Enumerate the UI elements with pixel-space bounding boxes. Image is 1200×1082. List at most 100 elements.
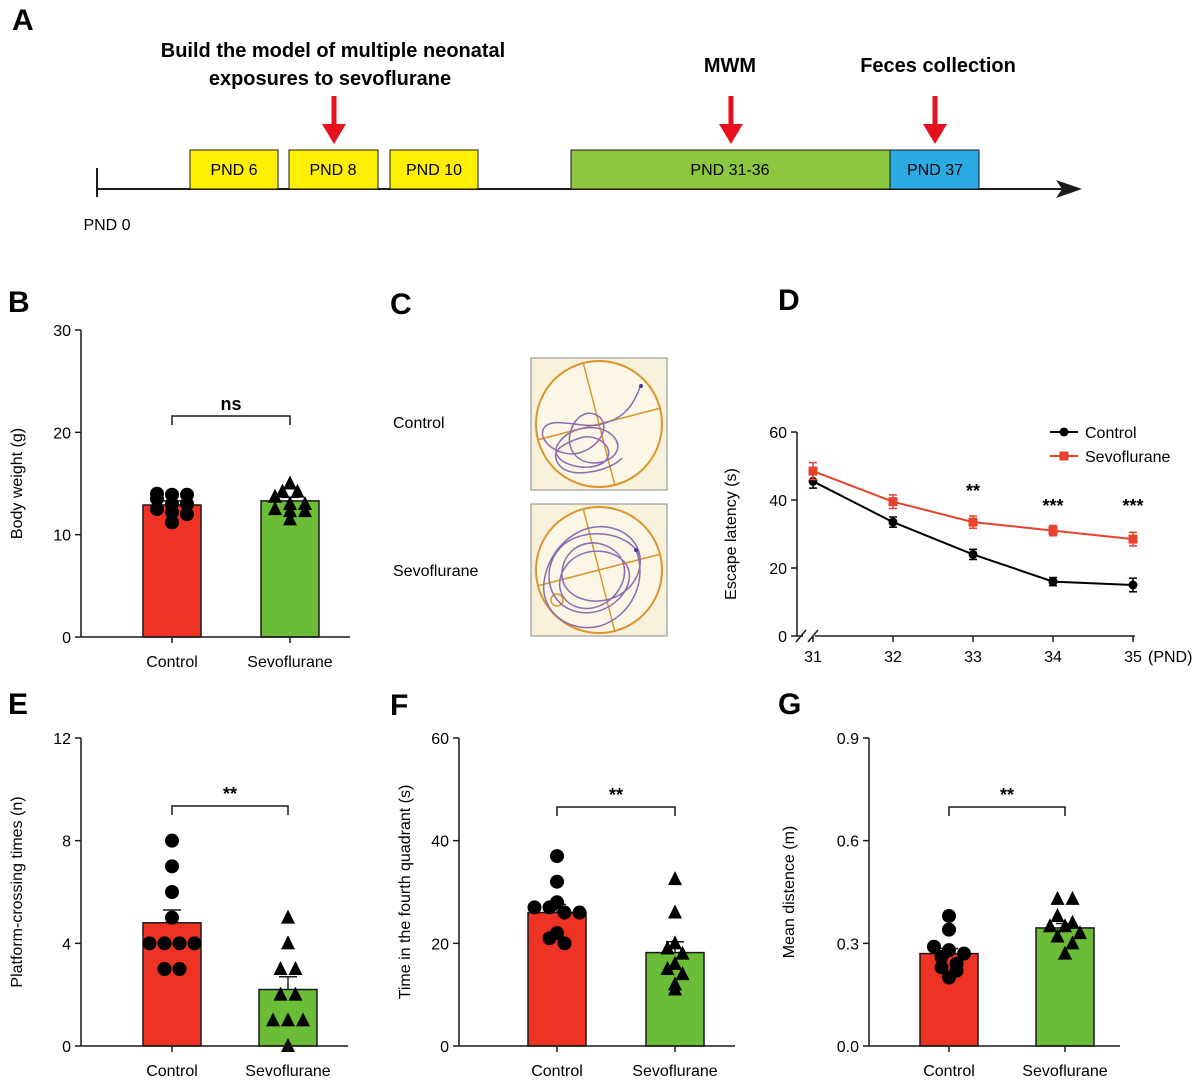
y-tick-label: 12 <box>53 731 71 748</box>
x-tick-label: 31 <box>804 649 822 666</box>
y-tick-label: 20 <box>53 425 71 442</box>
data-point <box>275 483 290 498</box>
data-point <box>172 962 187 976</box>
x-tick-label: 34 <box>1044 649 1062 666</box>
panel-label-c: C <box>390 288 412 321</box>
y-tick-label: 0 <box>778 629 787 646</box>
data-point <box>283 503 297 518</box>
data-point <box>675 945 690 960</box>
y-tick-label: 4 <box>62 936 71 953</box>
data-point <box>165 885 179 899</box>
row-label-sevoflurane: Sevoflurane <box>393 563 478 580</box>
y-tick-label: 0.6 <box>837 834 859 851</box>
data-point <box>298 495 312 510</box>
box-pnd8 <box>288 149 379 190</box>
data-point <box>157 962 172 976</box>
significance-label: ** <box>1000 785 1014 805</box>
data-point <box>281 1012 295 1027</box>
y-axis-label: Escape latency (s) <box>723 468 740 600</box>
box-pnd8-label: PND 8 <box>309 162 356 179</box>
panel-f-chart: 0 20 40 60 Control Sevoflurane Time in the fou… <box>397 731 735 1080</box>
x-tick-label: Control <box>531 1063 583 1080</box>
row-label-control: Control <box>393 415 445 432</box>
x-tick-label: Control <box>146 1063 198 1080</box>
y-tick-label: 30 <box>53 323 71 340</box>
data-point <box>550 874 564 889</box>
data-point <box>572 905 587 920</box>
box-pnd6-label: PND 6 <box>210 162 257 179</box>
panel-label-b: B <box>8 286 30 319</box>
data-point <box>1073 925 1087 940</box>
data-point <box>165 910 179 925</box>
panel-label-e: E <box>8 688 28 721</box>
red-arrow-mwm <box>719 96 743 144</box>
data-point <box>165 859 179 874</box>
panel-a: A Build the model of multiple neonatal e… <box>12 4 1082 234</box>
data-point <box>281 909 295 924</box>
panel-b-chart: 0 10 20 30 Control Sevoflurane Body weight (g)… <box>9 323 350 671</box>
data-point <box>296 1012 310 1027</box>
data-point <box>1058 945 1072 960</box>
data-point <box>660 940 675 955</box>
panel-d-chart: 0 20 40 60 31 32 33 34 35 (PND) Escape latency (s)… <box>723 425 1192 666</box>
data-point <box>668 935 682 950</box>
data-point <box>298 503 312 518</box>
y-tick-label: 0 <box>62 1039 71 1056</box>
panel-label-f: F <box>390 689 408 722</box>
data-point <box>888 517 898 527</box>
y-tick-label: 8 <box>62 834 71 851</box>
data-point <box>1065 914 1080 929</box>
data-point <box>1050 928 1065 943</box>
y-tick-label: 60 <box>769 425 787 442</box>
y-axis-label: Time in the fourth quadrant (s) <box>397 785 414 1000</box>
data-point <box>968 517 978 527</box>
data-point <box>180 507 194 522</box>
data-point <box>542 900 557 915</box>
data-point <box>1050 907 1065 922</box>
x-tick-label: Control <box>923 1063 975 1080</box>
data-point <box>283 495 297 510</box>
data-point <box>1128 534 1138 544</box>
y-tick-label: 0.0 <box>837 1039 859 1056</box>
track-image-control <box>530 357 668 491</box>
significance-label: *** <box>1042 496 1063 516</box>
x-tick-label: 35 <box>1124 649 1142 666</box>
panel-label-a: A <box>12 4 34 37</box>
axis-break-mark <box>795 629 807 643</box>
y-tick-label: 20 <box>431 936 449 953</box>
box-pnd10-label: PND 10 <box>406 162 462 179</box>
x-tick-label: Sevoflurane <box>247 654 332 671</box>
data-point <box>660 961 675 975</box>
header-model-line2: exposures to sevoflurane <box>209 68 451 90</box>
box-pnd37 <box>889 149 980 190</box>
legend-marker-sevoflurane <box>1059 451 1069 461</box>
data-point <box>283 475 297 490</box>
significance-label: ** <box>609 785 623 805</box>
y-tick-label: 0.3 <box>837 936 859 953</box>
data-point <box>557 936 572 951</box>
significance-label: *** <box>1122 496 1143 516</box>
y-tick-label: 60 <box>431 731 449 748</box>
data-point <box>1048 577 1058 587</box>
y-axis-label: Mean distence (m) <box>781 826 798 959</box>
y-tick-label: 0 <box>62 630 71 647</box>
panel-label-d: D <box>778 284 800 317</box>
header-model-line1: Build the model of multiple neonatal <box>161 40 505 62</box>
box-pnd31-36 <box>570 149 891 190</box>
y-axis-label: Body weight (g) <box>9 428 26 539</box>
significance-label: ns <box>220 394 241 414</box>
significance-label: ** <box>966 481 980 501</box>
data-point <box>290 483 305 498</box>
x-tick-label: 33 <box>964 649 982 666</box>
data-point <box>1050 890 1065 905</box>
panel-label-g: G <box>778 688 801 721</box>
data-point <box>142 936 157 951</box>
red-arrow-pnd8 <box>322 96 346 144</box>
data-point <box>668 981 682 996</box>
data-point <box>273 986 288 1001</box>
data-point <box>668 955 682 970</box>
data-point <box>157 936 172 951</box>
data-point <box>557 905 572 920</box>
data-point <box>187 936 202 951</box>
